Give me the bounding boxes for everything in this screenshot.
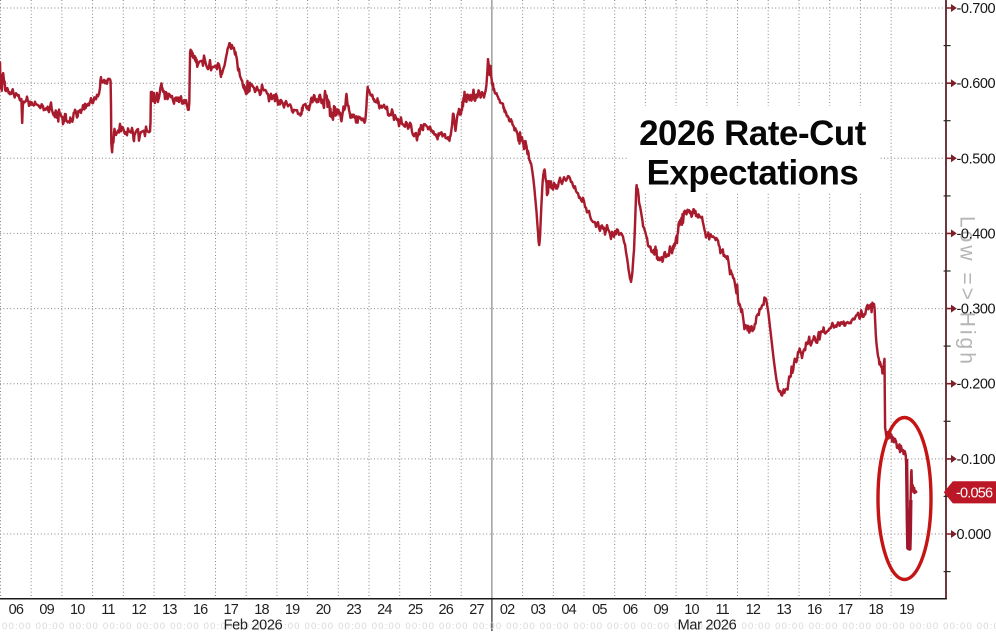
svg-text:-0.400: -0.400	[957, 226, 996, 242]
svg-text:11: 11	[715, 602, 729, 618]
svg-text:11: 11	[101, 602, 115, 618]
svg-text:27: 27	[469, 602, 484, 618]
svg-text:-0.300: -0.300	[957, 302, 996, 318]
svg-text:06: 06	[623, 602, 638, 618]
svg-text:02: 02	[500, 602, 515, 618]
svg-text:00:00 00:00 00:00 00:00 00:00: 00:00 00:00 00:00 00:00 00:00 00:00 00:0…	[2, 621, 996, 631]
svg-text:13: 13	[162, 602, 177, 618]
svg-text:09: 09	[39, 602, 54, 618]
svg-text:12: 12	[746, 602, 761, 618]
svg-text:2026 Rate-Cut: 2026 Rate-Cut	[639, 114, 867, 153]
svg-text:17: 17	[838, 602, 853, 618]
svg-text:-0.700: -0.700	[957, 1, 996, 17]
svg-text:19: 19	[285, 602, 300, 618]
svg-text:16: 16	[807, 602, 822, 618]
svg-text:23: 23	[346, 602, 361, 618]
svg-text:-0.500: -0.500	[957, 151, 996, 167]
svg-text:18: 18	[868, 602, 883, 618]
svg-text:03: 03	[531, 602, 546, 618]
svg-text:Expectations: Expectations	[647, 153, 859, 192]
svg-text:26: 26	[439, 602, 454, 618]
svg-text:-0.056: -0.056	[956, 485, 993, 501]
svg-text:04: 04	[561, 602, 576, 618]
svg-text:05: 05	[592, 602, 607, 618]
svg-text:09: 09	[654, 602, 669, 618]
svg-text:16: 16	[193, 602, 208, 618]
svg-text:-0.600: -0.600	[957, 76, 996, 92]
svg-text:13: 13	[776, 602, 791, 618]
svg-text:25: 25	[408, 602, 423, 618]
svg-text:20: 20	[316, 602, 331, 618]
svg-text:Low => High: Low => High	[956, 216, 979, 367]
svg-text:10: 10	[684, 602, 699, 618]
svg-text:0.000: 0.000	[957, 527, 992, 543]
svg-text:Feb 2026: Feb 2026	[224, 618, 283, 632]
svg-text:Mar 2026: Mar 2026	[678, 618, 737, 632]
svg-text:17: 17	[224, 602, 239, 618]
svg-text:06: 06	[9, 602, 24, 618]
svg-text:24: 24	[377, 602, 392, 618]
svg-text:10: 10	[70, 602, 85, 618]
svg-text:18: 18	[254, 602, 269, 618]
svg-text:19: 19	[899, 602, 914, 618]
svg-text:-0.200: -0.200	[957, 377, 996, 393]
svg-text:-0.100: -0.100	[957, 452, 996, 468]
svg-text:12: 12	[131, 602, 146, 618]
